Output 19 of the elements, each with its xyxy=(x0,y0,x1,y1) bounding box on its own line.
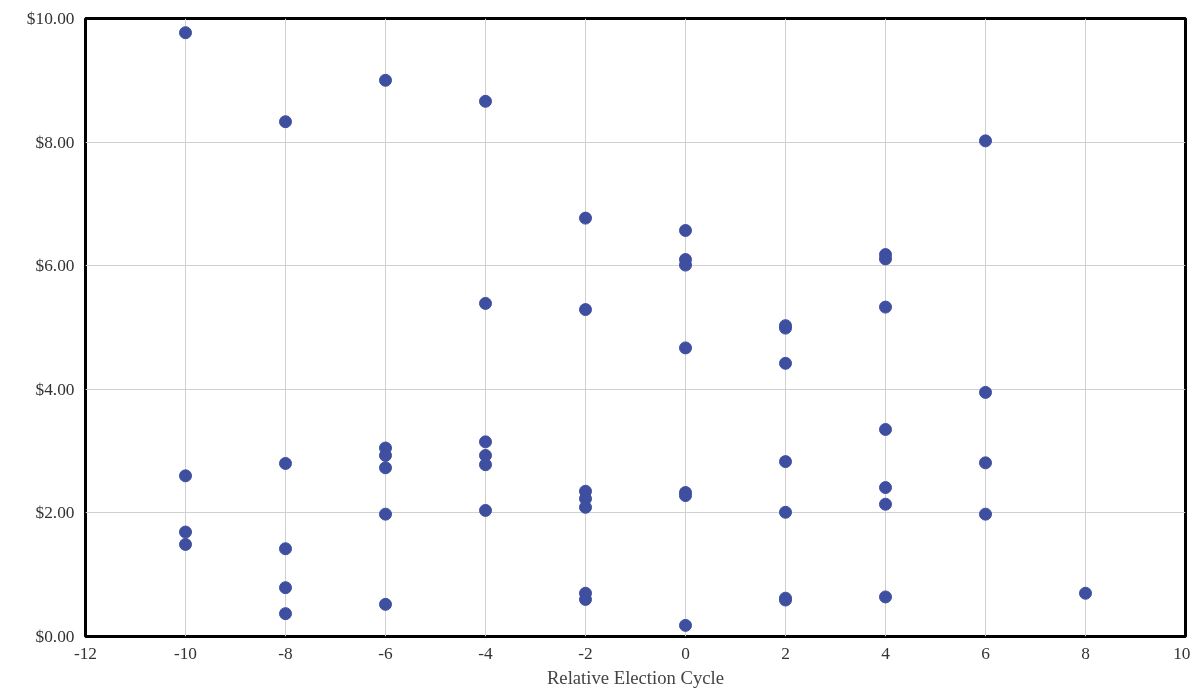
x-tick-label: -12 xyxy=(73,643,98,663)
x-tick-label: 8 xyxy=(1081,643,1090,663)
x-tick-label: 0 xyxy=(681,643,690,663)
y-tick-label: $10.00 xyxy=(26,9,75,28)
y-tick-label: $0.00 xyxy=(35,627,75,646)
x-tick-label: -6 xyxy=(378,643,394,663)
y-tick-label: $4.00 xyxy=(35,379,75,399)
x-tick-label: 4 xyxy=(881,643,891,663)
x-tick-label: -4 xyxy=(478,643,494,663)
x-axis-title: Relative Election Cycle xyxy=(546,666,725,688)
x-tick-label: 10 xyxy=(1173,643,1191,663)
x-tick-label: -2 xyxy=(578,643,593,663)
x-tick-label: 6 xyxy=(981,643,991,663)
x-tick-label: -10 xyxy=(173,643,198,663)
x-tick-label: 2 xyxy=(781,643,790,663)
y-tick-label: $2.00 xyxy=(35,503,75,523)
x-tick-label: -8 xyxy=(278,643,293,663)
y-tick-label: $6.00 xyxy=(35,256,75,276)
y-tick-label: $8.00 xyxy=(35,132,75,152)
